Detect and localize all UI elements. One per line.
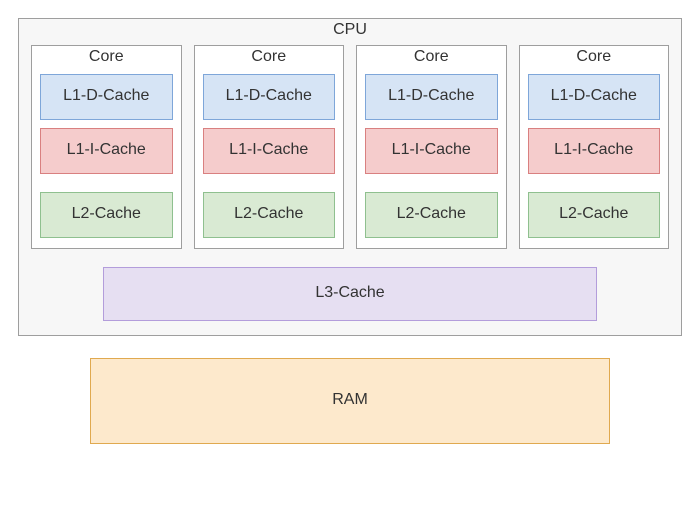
l1i-cache-box: L1-I-Cache	[40, 128, 173, 174]
l1d-cache-label: L1-D-Cache	[366, 85, 497, 109]
core-box: Core L1-D-Cache L1-I-Cache L2-Cache	[31, 45, 182, 249]
l1d-cache-box: L1-D-Cache	[365, 74, 498, 120]
l1i-cache-box: L1-I-Cache	[365, 128, 498, 174]
l2-cache-box: L2-Cache	[40, 192, 173, 238]
l2-cache-label: L2-Cache	[529, 203, 660, 227]
l1i-cache-box: L1-I-Cache	[203, 128, 336, 174]
l2-cache-label: L2-Cache	[41, 203, 172, 227]
l1d-cache-label: L1-D-Cache	[204, 85, 335, 109]
l2-cache-box: L2-Cache	[203, 192, 336, 238]
l3-cache-label: L3-Cache	[104, 282, 596, 306]
l1i-cache-box: L1-I-Cache	[528, 128, 661, 174]
l1d-cache-box: L1-D-Cache	[528, 74, 661, 120]
cores-row: Core L1-D-Cache L1-I-Cache L2-Cache Core L1-D…	[31, 45, 669, 249]
core-box: Core L1-D-Cache L1-I-Cache L2-Cache	[194, 45, 345, 249]
core-box: Core L1-D-Cache L1-I-Cache L2-Cache	[356, 45, 507, 249]
l1i-cache-label: L1-I-Cache	[41, 139, 172, 163]
cpu-box: CPU Core L1-D-Cache L1-I-Cache L2-Cache Core L…	[18, 18, 682, 336]
l1i-cache-label: L1-I-Cache	[204, 139, 335, 163]
l3-cache-box: L3-Cache	[103, 267, 597, 321]
core-box: Core L1-D-Cache L1-I-Cache L2-Cache	[519, 45, 670, 249]
l2-cache-label: L2-Cache	[204, 203, 335, 227]
l1i-cache-label: L1-I-Cache	[366, 139, 497, 163]
cpu-label: CPU	[31, 19, 669, 43]
l1d-cache-label: L1-D-Cache	[41, 85, 172, 109]
ram-box: RAM	[90, 358, 610, 444]
l2-cache-label: L2-Cache	[366, 203, 497, 227]
l1i-cache-label: L1-I-Cache	[529, 139, 660, 163]
l1d-cache-box: L1-D-Cache	[40, 74, 173, 120]
l2-cache-box: L2-Cache	[528, 192, 661, 238]
l1d-cache-box: L1-D-Cache	[203, 74, 336, 120]
core-label: Core	[203, 46, 336, 70]
core-label: Core	[528, 46, 661, 70]
l2-cache-box: L2-Cache	[365, 192, 498, 238]
core-label: Core	[40, 46, 173, 70]
core-label: Core	[365, 46, 498, 70]
l1d-cache-label: L1-D-Cache	[529, 85, 660, 109]
ram-label: RAM	[91, 389, 609, 413]
